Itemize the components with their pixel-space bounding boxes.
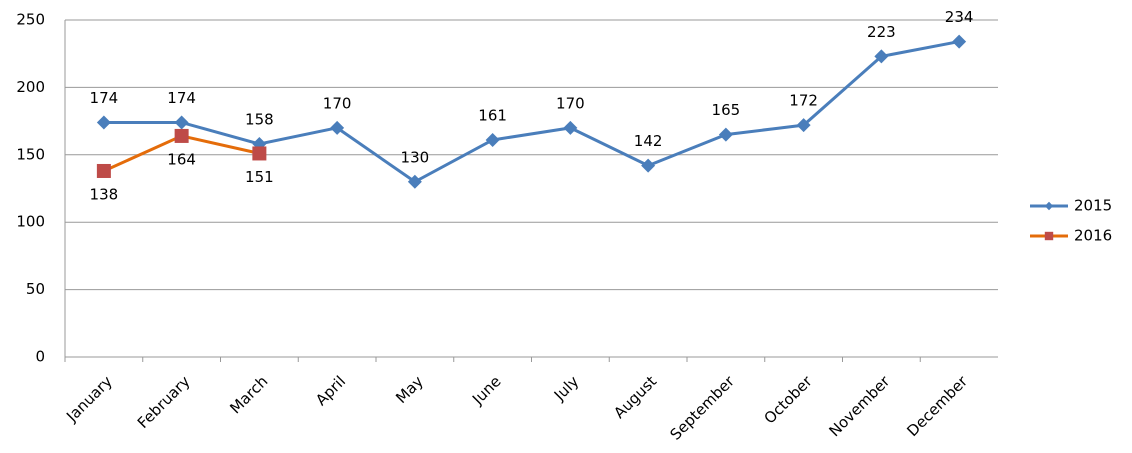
x-tick-label: August <box>610 372 660 422</box>
x-tick-label: December <box>903 372 971 440</box>
data-label: 234 <box>945 8 974 26</box>
marker <box>796 118 811 133</box>
data-label: 161 <box>478 106 507 124</box>
y-tick-label: 100 <box>16 213 45 231</box>
data-label: 174 <box>90 89 119 107</box>
data-label: 170 <box>323 94 352 112</box>
marker <box>96 115 111 130</box>
data-label: 142 <box>634 132 663 150</box>
x-tick-label: June <box>468 372 505 409</box>
data-label: 165 <box>712 101 741 119</box>
marker <box>174 128 189 143</box>
data-label: 164 <box>167 150 196 168</box>
x-tick-label: January <box>62 372 116 426</box>
marker <box>96 163 111 178</box>
marker <box>485 132 500 147</box>
x-tick-label: April <box>312 372 349 409</box>
marker <box>641 158 656 173</box>
data-label: 223 <box>867 23 896 41</box>
x-tick-label: October <box>760 372 816 428</box>
marker <box>252 146 267 161</box>
legend-label: 2016 <box>1074 227 1112 245</box>
y-tick-label: 0 <box>35 348 45 366</box>
data-label: 174 <box>167 89 196 107</box>
x-tick-label: November <box>825 372 893 440</box>
data-label: 170 <box>556 94 585 112</box>
data-label: 172 <box>789 92 818 110</box>
x-tick-label: February <box>134 372 194 432</box>
series-line <box>103 40 960 184</box>
data-label: 151 <box>245 168 274 186</box>
marker <box>407 174 422 189</box>
marker <box>718 127 733 142</box>
y-tick-label: 50 <box>26 280 45 298</box>
x-tick-label: September <box>667 372 739 444</box>
data-label: 158 <box>245 111 274 129</box>
marker <box>1044 201 1054 211</box>
x-tick-label: March <box>226 372 271 417</box>
marker <box>174 115 189 130</box>
marker <box>1044 231 1054 241</box>
marker <box>563 120 578 135</box>
data-label: 138 <box>90 185 119 203</box>
y-tick-label: 150 <box>16 145 45 163</box>
y-tick-label: 250 <box>16 11 45 29</box>
x-tick-label: May <box>392 372 427 407</box>
marker <box>874 49 889 64</box>
data-label: 130 <box>401 148 430 166</box>
x-tick-label: July <box>550 372 583 405</box>
marker <box>330 120 345 135</box>
marker <box>952 34 967 49</box>
legend-label: 2015 <box>1074 197 1112 215</box>
y-tick-label: 200 <box>16 78 45 96</box>
